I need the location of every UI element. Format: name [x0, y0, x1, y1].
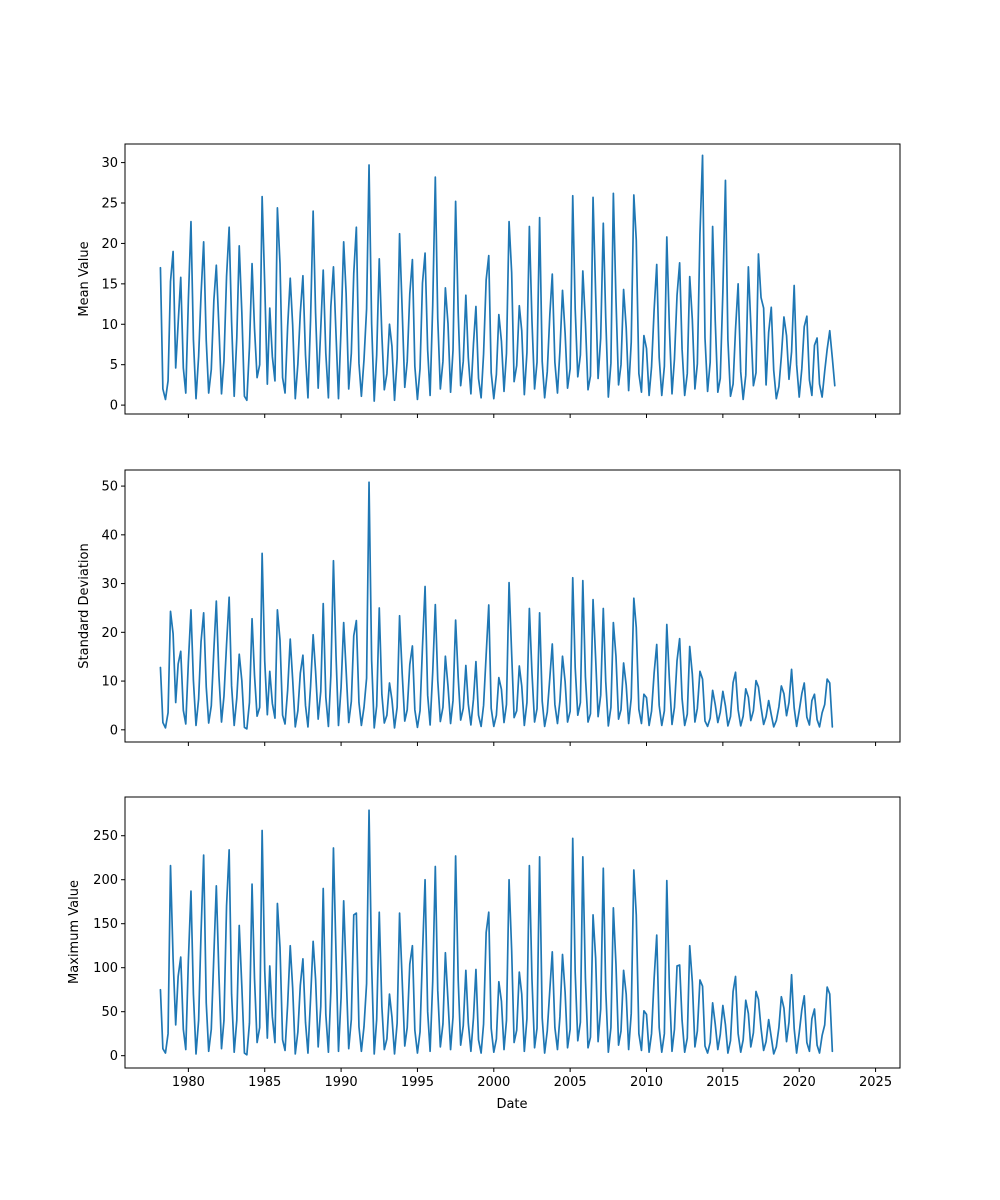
mean-value-y-tick-label: 10 — [101, 318, 118, 333]
maximum-value-y-tick-label: 50 — [101, 1005, 118, 1020]
maximum-value-series-line — [159, 809, 834, 1056]
standard-deviation-y-tick-label: 50 — [101, 480, 118, 495]
mean-value-plot-area: 0 5 10 15 20 25 30 — [101, 154, 877, 418]
x-tick-label: 2010 — [630, 1075, 663, 1090]
standard-deviation-y-tick-label: 30 — [101, 577, 118, 592]
mean-value-y-tick-label: 25 — [101, 197, 118, 212]
standard-deviation-axes-frame — [124, 469, 901, 743]
standard-deviation-y-tick-label: 20 — [101, 626, 118, 641]
maximum-value-y-tick-label: 0 — [110, 1049, 118, 1064]
maximum-value-plot-area: 0 50 100 150 200 250 1980 1985 1990 1995 2000 2005 2… — [93, 809, 892, 1090]
mean-value-axes-frame — [124, 143, 901, 415]
maximum-value-y-tick-label: 100 — [93, 961, 118, 976]
mean-value-y-tick-label: 20 — [101, 237, 118, 252]
mean-value-y-tick-label: 15 — [101, 277, 118, 292]
standard-deviation-plot-area: 0 10 20 30 40 50 — [101, 480, 877, 746]
standard-deviation-y-tick-label: 10 — [101, 675, 118, 690]
x-tick-label: 1995 — [401, 1075, 434, 1090]
standard-deviation-panel: 0 10 20 30 40 50 Standard Deviation — [77, 469, 901, 746]
maximum-value-ylabel: Maximum Value — [67, 880, 82, 984]
x-tick-label: 1985 — [248, 1075, 281, 1090]
x-tick-label: 2005 — [554, 1075, 587, 1090]
standard-deviation-series-line — [159, 481, 834, 730]
standard-deviation-y-tick-label: 0 — [110, 723, 118, 738]
maximum-value-axes-frame — [124, 796, 901, 1069]
mean-value-y-tick-label: 30 — [101, 156, 118, 171]
maximum-value-y-tick-label: 200 — [93, 873, 118, 888]
maximum-value-panel: 0 50 100 150 200 250 1980 1985 1990 1995 2000 2005 2… — [67, 796, 901, 1090]
x-tick-label: 2000 — [477, 1075, 510, 1090]
standard-deviation-y-tick-label: 40 — [101, 528, 118, 543]
mean-value-series-line — [159, 154, 836, 402]
x-tick-label: 2020 — [783, 1075, 816, 1090]
maximum-value-y-tick-label: 250 — [93, 829, 118, 844]
mean-value-y-tick-label: 5 — [110, 358, 118, 373]
x-tick-label: 2025 — [859, 1075, 892, 1090]
standard-deviation-ylabel: Standard Deviation — [77, 543, 92, 668]
maximum-value-y-tick-label: 150 — [93, 917, 118, 932]
x-tick-label: 1990 — [325, 1075, 358, 1090]
mean-value-ylabel: Mean Value — [77, 241, 92, 316]
mean-value-y-tick-label: 0 — [110, 399, 118, 414]
x-tick-label: 2015 — [706, 1075, 739, 1090]
x-axis-label: Date — [496, 1097, 527, 1112]
x-tick-label: 1980 — [172, 1075, 205, 1090]
mean-value-panel: 0 5 10 15 20 25 30 Mean Value — [77, 143, 901, 418]
